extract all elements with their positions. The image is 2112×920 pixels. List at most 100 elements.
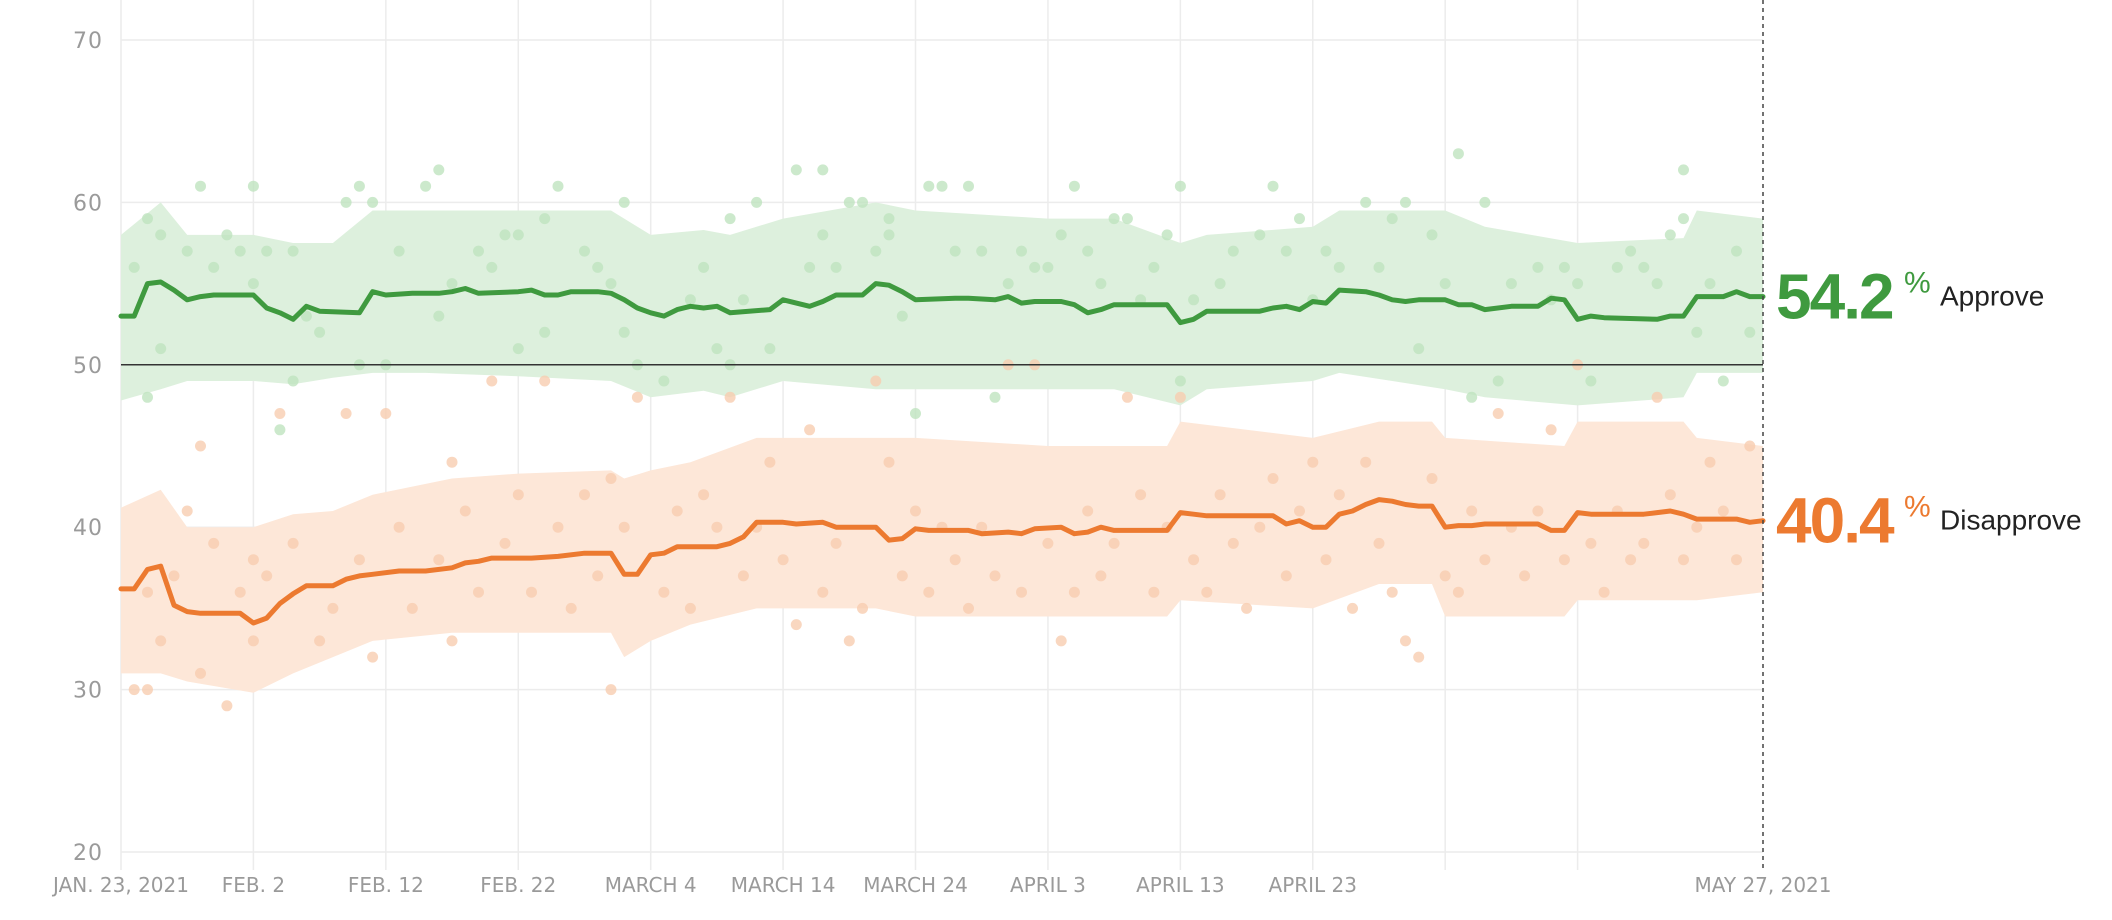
approve-poll-dot — [261, 245, 273, 257]
approve-poll-dot — [247, 278, 259, 290]
approve-poll-dot — [1691, 326, 1703, 338]
disapprove-poll-dot — [618, 521, 630, 533]
approve-poll-dot — [1121, 213, 1133, 225]
approve-poll-dot — [367, 196, 379, 208]
approve-poll-dot — [817, 229, 829, 241]
disapprove-poll-dot — [1068, 586, 1080, 598]
disapprove-poll-dot — [1598, 586, 1610, 598]
approve-poll-dot — [1611, 261, 1623, 273]
approve-poll-dot — [300, 310, 312, 322]
disapprove-poll-dot — [340, 408, 352, 419]
approve-poll-dot — [1717, 375, 1729, 387]
disapprove-poll-dot — [857, 602, 868, 614]
approve-poll-dot — [1267, 180, 1279, 192]
disapprove-poll-dot — [976, 521, 988, 533]
disapprove-poll-dot — [1558, 554, 1570, 566]
approve-poll-dot — [1585, 375, 1597, 387]
disapprove-poll-dot — [1307, 456, 1319, 468]
disapprove-poll-dot — [380, 408, 392, 419]
approve-poll-dot — [142, 391, 153, 403]
approve-poll-dot — [1492, 375, 1504, 387]
approve-poll-dot — [181, 245, 193, 257]
x-tick-label: MAY 27, 2021 — [1694, 873, 1831, 897]
disapprove-poll-dot — [1148, 586, 1160, 598]
approve-poll-dot — [1002, 278, 1014, 290]
x-tick-label: JAN. 23, 2021 — [51, 873, 189, 897]
disapprove-poll-dot — [1678, 554, 1689, 566]
disapprove-poll-dot — [1241, 602, 1253, 614]
approve-poll-dot — [963, 180, 974, 192]
approve-poll-dot — [804, 261, 816, 273]
approve-poll-dot — [1095, 278, 1107, 290]
disapprove-poll-dot — [592, 570, 604, 582]
approve-poll-dot — [446, 278, 458, 290]
disapprove-poll-dot — [1214, 489, 1226, 501]
approve-poll-dot — [420, 180, 432, 192]
disapprove-poll-dot — [1121, 391, 1133, 403]
disapprove-poll-dot — [1519, 570, 1531, 582]
approve-poll-dot — [1386, 213, 1398, 225]
disapprove-poll-dot — [1373, 537, 1385, 549]
disapprove-poll-dot — [1651, 391, 1663, 403]
approve-poll-dot — [618, 326, 630, 338]
approve-poll-dot — [1214, 278, 1226, 290]
disapprove-poll-dot — [128, 684, 140, 696]
disapprove-poll-dot — [526, 586, 537, 598]
disapprove-poll-dot — [499, 537, 511, 549]
disapprove-poll-dot — [711, 521, 723, 533]
disapprove-poll-dot — [1691, 521, 1703, 533]
disapprove-end-label: 40.4 % Disapprove — [1776, 485, 2082, 557]
approve-poll-dot — [1373, 261, 1385, 273]
disapprove-poll-dot — [353, 554, 365, 566]
disapprove-poll-dot — [195, 440, 206, 452]
disapprove-poll-dot — [989, 570, 1001, 582]
approve-poll-dot — [1452, 148, 1464, 160]
disapprove-poll-dot — [1386, 586, 1398, 598]
approve-poll-dot — [790, 164, 802, 176]
approve-poll-dot — [1333, 261, 1345, 273]
approve-poll-dot — [1439, 278, 1451, 290]
disapprove-poll-dot — [1108, 537, 1120, 549]
disapprove-poll-dot — [181, 505, 193, 517]
disapprove-poll-dot — [1347, 602, 1358, 614]
approve-poll-dot — [1055, 229, 1067, 241]
disapprove-poll-dot — [234, 586, 246, 598]
y-tick-label: 50 — [73, 354, 103, 379]
disapprove-end-value: 40.4 — [1776, 485, 1895, 557]
y-axis-ticks: 20 30 40 50 60 70 — [73, 29, 103, 866]
approve-poll-dot — [1227, 245, 1239, 257]
approve-poll-dot — [1532, 261, 1544, 273]
disapprove-poll-dot — [963, 602, 974, 614]
approve-poll-dot — [1082, 245, 1094, 257]
approve-poll-dot — [698, 261, 710, 273]
approve-poll-dot — [234, 245, 246, 257]
approve-poll-dot — [552, 180, 564, 192]
approve-poll-dot — [1148, 261, 1160, 273]
approve-poll-dot — [128, 261, 140, 273]
approve-poll-dot — [1731, 245, 1742, 257]
disapprove-poll-dot — [473, 586, 484, 598]
disapprove-poll-dot — [1201, 586, 1213, 598]
approve-poll-dot — [1188, 294, 1200, 306]
approve-poll-dot — [512, 343, 524, 355]
approve-poll-dot — [1505, 278, 1517, 290]
disapprove-poll-dot — [1188, 554, 1200, 566]
poll-dots — [128, 148, 1756, 712]
disapprove-poll-dot — [247, 635, 259, 647]
approve-poll-dot — [949, 245, 961, 257]
approve-poll-dot — [499, 229, 511, 241]
approve-poll-dot — [764, 343, 776, 355]
disapprove-poll-dot — [1532, 505, 1544, 517]
approve-poll-dot — [155, 229, 167, 241]
approve-end-value: 54.2 — [1776, 261, 1893, 333]
disapprove-poll-dot — [1744, 440, 1756, 452]
disapprove-poll-dot — [1267, 473, 1279, 484]
disapprove-poll-dot — [1585, 537, 1597, 549]
approve-poll-dot — [1479, 196, 1491, 208]
disapprove-poll-dot — [1704, 456, 1716, 468]
y-tick-label: 30 — [73, 679, 103, 704]
approve-poll-dot — [1400, 196, 1411, 208]
disapprove-poll-dot — [698, 489, 710, 501]
approve-poll-dot — [883, 213, 895, 225]
approve-poll-dot — [1704, 278, 1716, 290]
